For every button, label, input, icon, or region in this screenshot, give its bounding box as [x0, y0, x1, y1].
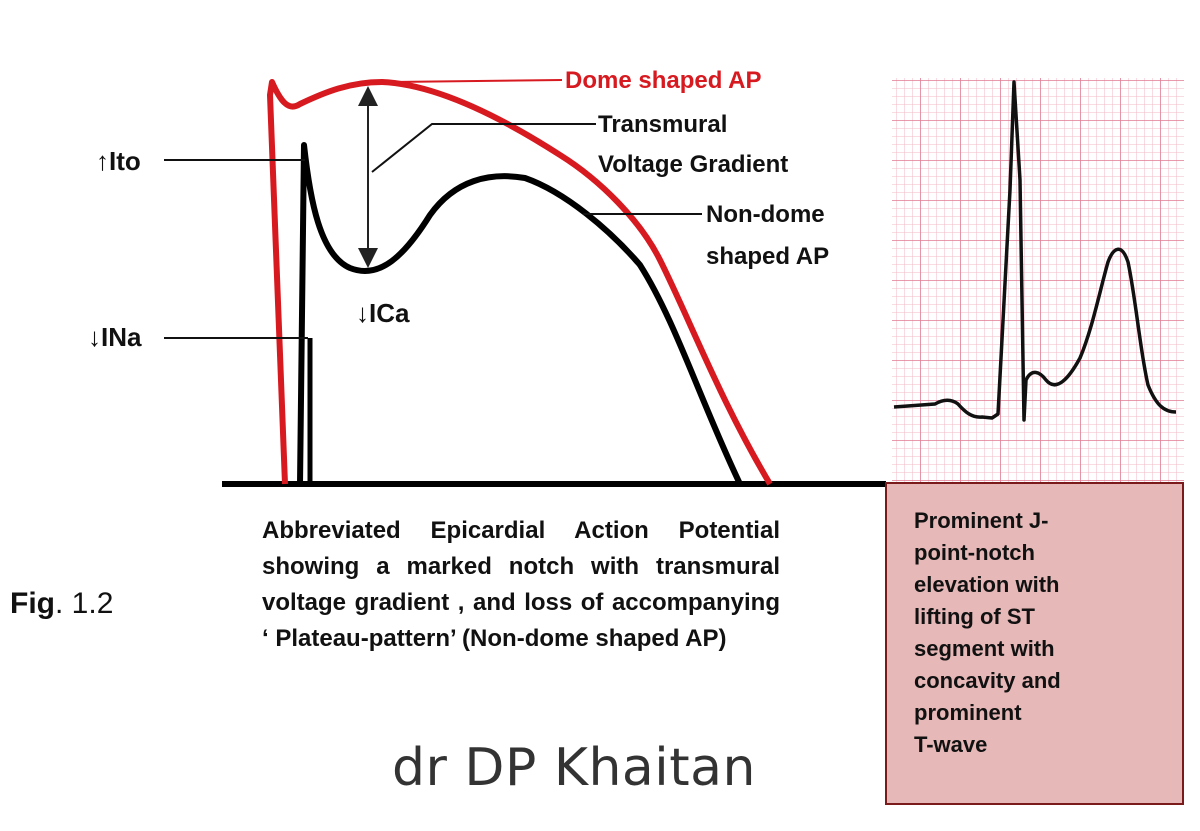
ica-label: ↓ICa — [356, 298, 410, 328]
figure-label: Fig. 1.2 — [10, 587, 113, 621]
ecg-trace — [893, 80, 1177, 422]
non-dome-shaped-ap-curve — [297, 142, 743, 486]
non-dome-label-line1: Non-dome — [706, 201, 825, 228]
ina-label: ↓INa — [88, 322, 142, 352]
transmural-label-leader — [371, 123, 596, 173]
ecg-description-text: Prominent J- point-notch elevation with … — [914, 508, 1061, 757]
ecg-description-box — [885, 482, 1184, 805]
transmural-label-line1: Transmural — [598, 111, 727, 138]
non-dome-label-line2: shaped AP — [706, 243, 829, 270]
author-credit: dr DP Khaitan — [392, 738, 756, 798]
figure-label-bold: Fig — [10, 587, 55, 620]
dome-shaped-ap-label: Dome shaped AP — [565, 67, 762, 94]
transmural-label-line2: Voltage Gradient — [598, 151, 788, 178]
figure-caption: Abbreviated Epicardial Action Potential … — [262, 517, 780, 652]
figure-label-number: . 1.2 — [55, 587, 114, 620]
ito-label: ↑Ito — [96, 146, 141, 176]
dome-label-leader — [391, 79, 563, 83]
ecg-strip — [892, 78, 1184, 482]
dome-shaped-ap-curve — [267, 79, 773, 486]
ecg-grid — [892, 78, 1184, 482]
